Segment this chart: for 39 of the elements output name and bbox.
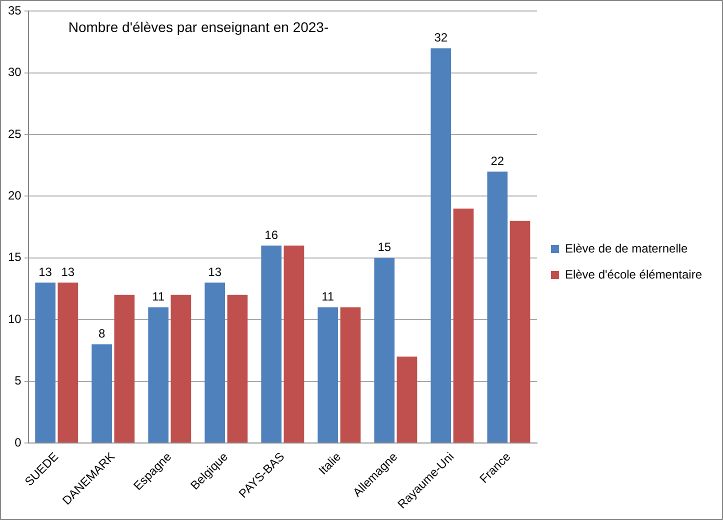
- data-label: 16: [264, 228, 278, 242]
- bar: [374, 258, 395, 442]
- data-label: 13: [208, 264, 222, 279]
- y-tick-label: 30: [8, 65, 22, 80]
- bar: [114, 294, 135, 442]
- text: Nombre d'élèves par enseignant en 2023-: [68, 19, 329, 36]
- y-tick-label: 35: [8, 4, 22, 18]
- bar: [396, 356, 418, 442]
- legend-label: Elève de de maternelle: [564, 241, 688, 256]
- bar: [148, 307, 168, 442]
- bar: [204, 282, 226, 442]
- data-label: 22: [490, 154, 504, 168]
- data-label: 13: [61, 264, 75, 279]
- data-label: 15: [378, 240, 392, 254]
- data-label: 8: [98, 326, 106, 341]
- data-label: 32: [434, 30, 448, 45]
- y-tick-label: 15: [8, 250, 22, 264]
- y-tick-label: 25: [8, 126, 22, 141]
- data-label: 11: [152, 290, 165, 304]
- bar: [318, 307, 338, 442]
- bar: [430, 48, 452, 442]
- y-tick-label: 5: [14, 374, 22, 388]
- bar: [227, 294, 248, 442]
- data-label: 13: [38, 264, 52, 279]
- y-tick-label: 20: [8, 188, 22, 203]
- legend-label: Elève d'école élémentaire: [564, 267, 702, 282]
- bar: [58, 282, 78, 442]
- y-tick-label: 0: [14, 435, 22, 450]
- bar: [92, 344, 112, 442]
- bar: [35, 282, 56, 442]
- bar: [453, 208, 474, 442]
- bar: [261, 246, 282, 442]
- bar: [510, 220, 530, 442]
- bar: [340, 307, 361, 442]
- bar: [487, 172, 508, 442]
- bar: [170, 294, 192, 442]
- y-tick-label: 10: [8, 312, 22, 326]
- data-label: 11: [322, 290, 334, 304]
- bar: [284, 246, 304, 442]
